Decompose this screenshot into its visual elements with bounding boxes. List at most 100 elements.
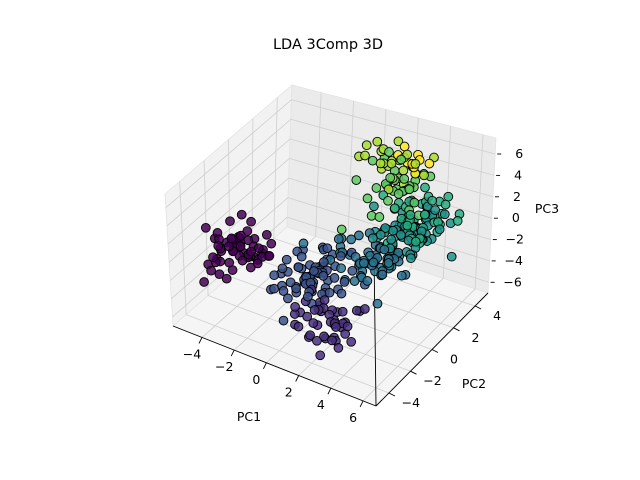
grid-line-x bbox=[347, 100, 354, 247]
grid-line-z bbox=[169, 177, 289, 281]
z-tick-label: −2 bbox=[506, 232, 524, 247]
data-point bbox=[393, 189, 404, 199]
y-tick bbox=[474, 305, 482, 310]
data-point bbox=[337, 306, 348, 317]
data-point bbox=[318, 271, 329, 281]
data-point bbox=[236, 230, 246, 241]
grid-line-y bbox=[186, 314, 390, 394]
data-point bbox=[298, 238, 309, 249]
x-tick bbox=[230, 349, 235, 357]
data-point bbox=[227, 265, 238, 275]
data-point bbox=[277, 263, 288, 274]
data-point bbox=[342, 321, 353, 332]
data-point bbox=[308, 318, 319, 328]
data-point bbox=[396, 230, 406, 240]
x-tick-label: 6 bbox=[349, 410, 357, 425]
data-point bbox=[396, 154, 407, 165]
data-point bbox=[224, 241, 234, 252]
data-point bbox=[419, 170, 429, 181]
data-point bbox=[315, 350, 326, 361]
data-point bbox=[393, 136, 404, 147]
x-tick-label: 2 bbox=[285, 385, 293, 400]
x-tick-label: −2 bbox=[215, 359, 233, 374]
data-point bbox=[375, 158, 386, 169]
data-point bbox=[359, 258, 369, 268]
x-tick-label: 0 bbox=[252, 372, 260, 387]
z-axis-line bbox=[373, 253, 377, 407]
data-point bbox=[350, 252, 361, 262]
grid-line-x bbox=[474, 134, 484, 289]
data-point bbox=[402, 220, 413, 231]
data-point bbox=[285, 277, 296, 288]
data-point bbox=[305, 330, 315, 341]
data-point bbox=[199, 277, 209, 287]
grid-line-z bbox=[165, 99, 292, 209]
z-tick-label: 4 bbox=[514, 167, 522, 182]
data-point bbox=[302, 311, 313, 322]
data-point bbox=[399, 174, 410, 184]
data-point bbox=[389, 203, 400, 214]
data-point bbox=[331, 322, 341, 332]
data-point bbox=[410, 236, 421, 247]
x-axis-label: PC1 bbox=[237, 409, 261, 424]
data-point bbox=[293, 321, 304, 332]
data-point bbox=[380, 223, 391, 233]
data-point bbox=[360, 150, 370, 161]
data-point bbox=[296, 251, 307, 262]
data-point bbox=[200, 222, 211, 233]
data-point bbox=[396, 270, 407, 281]
data-point bbox=[309, 266, 319, 276]
data-point bbox=[452, 216, 463, 226]
data-point bbox=[383, 195, 393, 206]
data-point bbox=[385, 172, 396, 183]
grid-line-z bbox=[166, 118, 292, 227]
x-tick bbox=[262, 362, 267, 370]
x-axis-line bbox=[172, 325, 377, 407]
data-point bbox=[371, 183, 382, 193]
grid-line-z bbox=[290, 118, 495, 176]
data-point bbox=[333, 343, 344, 353]
data-point bbox=[283, 293, 293, 304]
grid-line-y bbox=[179, 181, 187, 315]
data-point bbox=[386, 234, 397, 245]
data-point bbox=[252, 258, 263, 269]
data-point bbox=[291, 283, 301, 294]
data-point bbox=[226, 233, 237, 244]
data-point bbox=[264, 251, 275, 261]
data-point bbox=[324, 287, 335, 298]
data-point bbox=[354, 230, 364, 241]
chart-title: LDA 3Comp 3D bbox=[273, 37, 383, 53]
data-point bbox=[351, 305, 362, 316]
data-point bbox=[409, 197, 420, 208]
data-point bbox=[368, 257, 379, 268]
data-point bbox=[246, 216, 256, 227]
data-point bbox=[319, 331, 329, 342]
data-point bbox=[269, 270, 280, 281]
data-point bbox=[369, 201, 379, 212]
data-point bbox=[261, 229, 272, 240]
data-point bbox=[374, 212, 385, 222]
data-point bbox=[333, 234, 344, 244]
grid-line-y bbox=[251, 118, 254, 258]
data-point bbox=[278, 286, 289, 296]
y-tick bbox=[388, 392, 396, 397]
data-point bbox=[329, 273, 340, 283]
data-point bbox=[366, 210, 377, 221]
data-point bbox=[269, 283, 279, 294]
data-point bbox=[398, 165, 409, 176]
data-point bbox=[379, 244, 390, 255]
data-point bbox=[361, 140, 372, 151]
data-point bbox=[430, 205, 441, 215]
data-point bbox=[303, 291, 313, 302]
data-point bbox=[367, 233, 378, 244]
data-point bbox=[347, 265, 358, 276]
data-point bbox=[362, 193, 373, 204]
data-point bbox=[221, 273, 232, 284]
data-point bbox=[335, 251, 346, 261]
y-tick-label: 0 bbox=[450, 352, 458, 367]
grid-line-z bbox=[168, 158, 290, 263]
grid-line-y bbox=[273, 97, 278, 239]
data-point bbox=[225, 216, 235, 227]
data-point bbox=[213, 241, 224, 251]
data-point bbox=[339, 277, 350, 287]
